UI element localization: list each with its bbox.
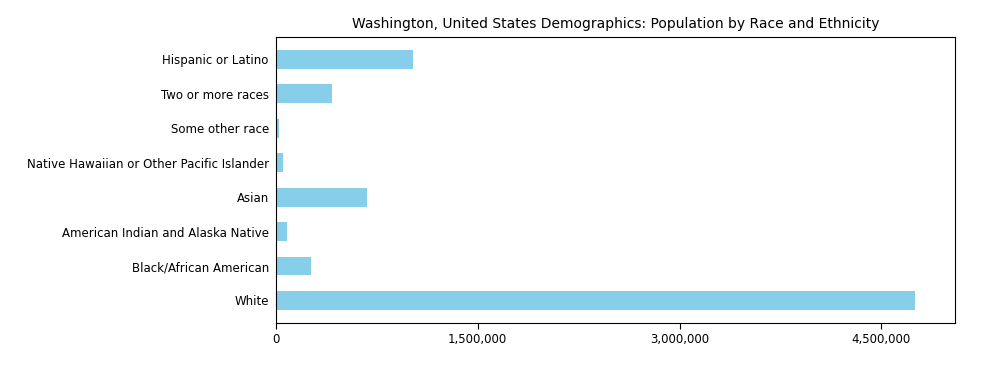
Bar <box>276 119 279 138</box>
Bar <box>276 291 915 310</box>
Bar <box>276 50 413 69</box>
Bar <box>276 257 311 276</box>
Title: Washington, United States Demographics: Population by Race and Ethnicity: Washington, United States Demographics: … <box>352 17 880 31</box>
Bar <box>276 222 288 241</box>
Bar <box>276 84 332 103</box>
Bar <box>276 153 284 172</box>
Bar <box>276 188 367 207</box>
